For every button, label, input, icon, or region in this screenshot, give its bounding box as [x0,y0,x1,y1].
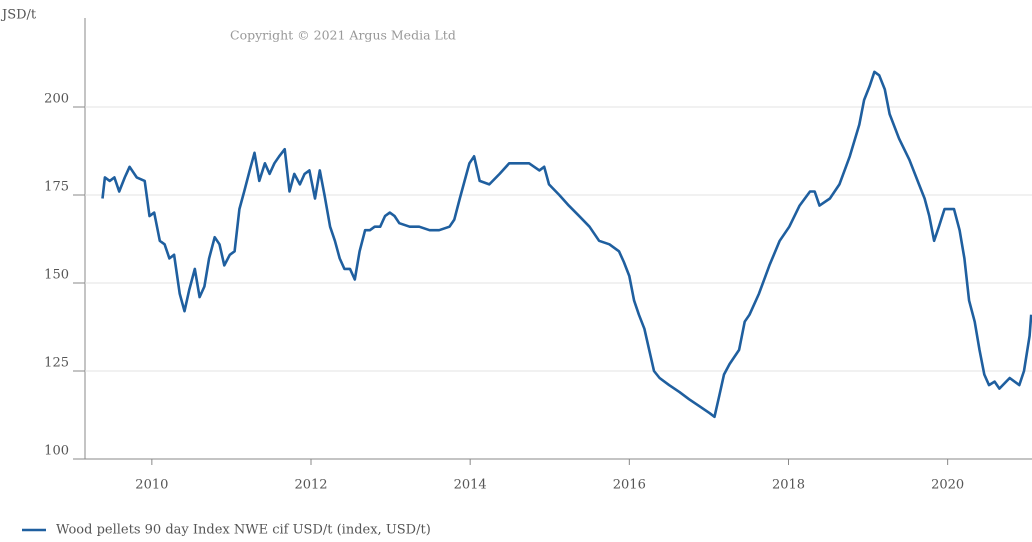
y-axis-label: JSD/t [0,8,37,23]
copyright: Copyright © 2021 Argus Media Ltd [230,28,456,43]
y-tick-label: 175 [44,180,69,195]
y-tick-label: 150 [44,268,69,283]
y-tick-label: 125 [44,356,69,371]
legend-label: Wood pellets 90 day Index NWE cif USD/t … [56,523,431,538]
x-tick-label: 2012 [294,478,327,493]
y-tick-label: 100 [44,444,69,459]
x-tick-label: 2014 [454,478,487,493]
x-tick-label: 2016 [613,478,646,493]
x-tick-label: 2020 [931,478,964,493]
x-tick-label: 2010 [135,478,168,493]
data-line [101,70,1032,419]
x-tick-label: 2018 [772,478,805,493]
y-tick-label: 200 [44,92,69,107]
